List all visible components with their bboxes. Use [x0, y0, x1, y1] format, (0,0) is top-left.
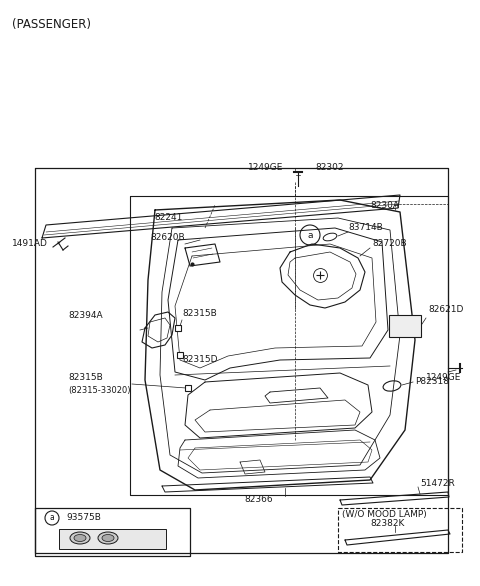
Text: 82315B: 82315B [182, 309, 217, 319]
Text: 82315B: 82315B [68, 373, 103, 383]
Text: (82315-33020): (82315-33020) [68, 386, 131, 394]
Text: 1491AD: 1491AD [12, 240, 48, 248]
Text: 82302: 82302 [315, 163, 344, 172]
Text: 82621D: 82621D [428, 305, 463, 315]
FancyBboxPatch shape [59, 529, 166, 549]
Text: 93575B: 93575B [66, 513, 101, 523]
Ellipse shape [74, 534, 86, 541]
Text: 1249GE: 1249GE [248, 163, 283, 172]
Text: 82382K: 82382K [370, 520, 404, 529]
Ellipse shape [98, 532, 118, 544]
Text: (W/O MOOD LAMP): (W/O MOOD LAMP) [342, 510, 427, 520]
Text: 1249GE: 1249GE [426, 373, 461, 383]
Text: P82318: P82318 [415, 377, 449, 387]
Text: 82620B: 82620B [150, 233, 185, 243]
Text: 82241: 82241 [154, 213, 182, 223]
FancyBboxPatch shape [389, 315, 421, 337]
Ellipse shape [70, 532, 90, 544]
Text: (PASSENGER): (PASSENGER) [12, 18, 91, 31]
Text: 82366: 82366 [244, 496, 273, 505]
Text: 82720B: 82720B [372, 240, 407, 248]
Text: a: a [307, 230, 313, 240]
Text: 8230A: 8230A [370, 202, 399, 210]
Text: 83714B: 83714B [348, 223, 383, 233]
Ellipse shape [102, 534, 114, 541]
Text: 82315D: 82315D [182, 356, 217, 364]
Text: 82394A: 82394A [68, 312, 103, 321]
Text: 51472R: 51472R [420, 479, 455, 489]
Text: a: a [49, 513, 54, 523]
